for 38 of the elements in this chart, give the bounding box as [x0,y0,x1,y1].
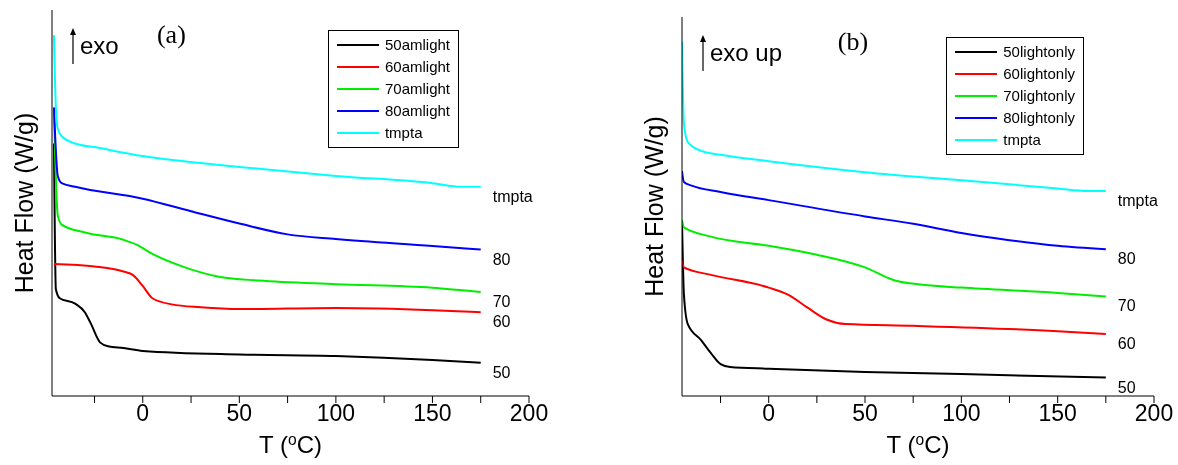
y-axis-title: Heat Flow (W/g) [640,116,668,297]
y-axis-title: Heat Flow (W/g) [10,112,38,294]
annotation: 60 [1117,335,1136,353]
legend-label: 50amlight [384,35,450,55]
x-tick-label: 200 [1134,400,1174,427]
chart-title: (a) [156,20,186,50]
annotation: 50 [1117,378,1136,396]
legend-label: 70lightonly [1003,86,1075,106]
x-tick-label: 100 [316,400,356,427]
legend-label: 80amlight [384,101,450,121]
annotation: 70 [1117,297,1136,315]
x-tick-label: 200 [509,400,549,427]
legend-label: 60amlight [384,57,450,77]
annotation: 60 [492,313,511,331]
legend-label: 50lightonly [1003,42,1075,62]
x-tick-label: 50 [852,400,878,427]
annotation: 50 [492,363,511,381]
x-tick-label: 0 [762,400,776,427]
legend-label: tmpta [1003,130,1041,150]
legend-label: 80lightonly [1003,108,1075,128]
x-tick-label: 150 [413,400,452,427]
annotation: tmpta [1117,191,1158,209]
legend-label: 70amlight [384,79,450,99]
annotation: 80 [1117,250,1136,268]
chart-title: (b) [837,27,869,57]
x-tick-label: 0 [136,400,150,427]
x-tick-label: 150 [1038,400,1077,427]
annotation: 70 [492,293,511,311]
x-tick-label: 100 [942,400,981,427]
annotation: 80 [492,250,511,268]
annotation: tmpta [492,187,533,205]
legend-label: tmpta [384,123,423,143]
annotation: exo up [710,39,783,67]
annotation: exo [80,32,119,60]
x-axis-title: T ($^{o}$C) [259,430,322,458]
x-tick-label: 50 [226,400,253,427]
legend-label: 60lightonly [1003,64,1075,84]
x-axis-title: T ($^{o}$C) [886,430,950,458]
